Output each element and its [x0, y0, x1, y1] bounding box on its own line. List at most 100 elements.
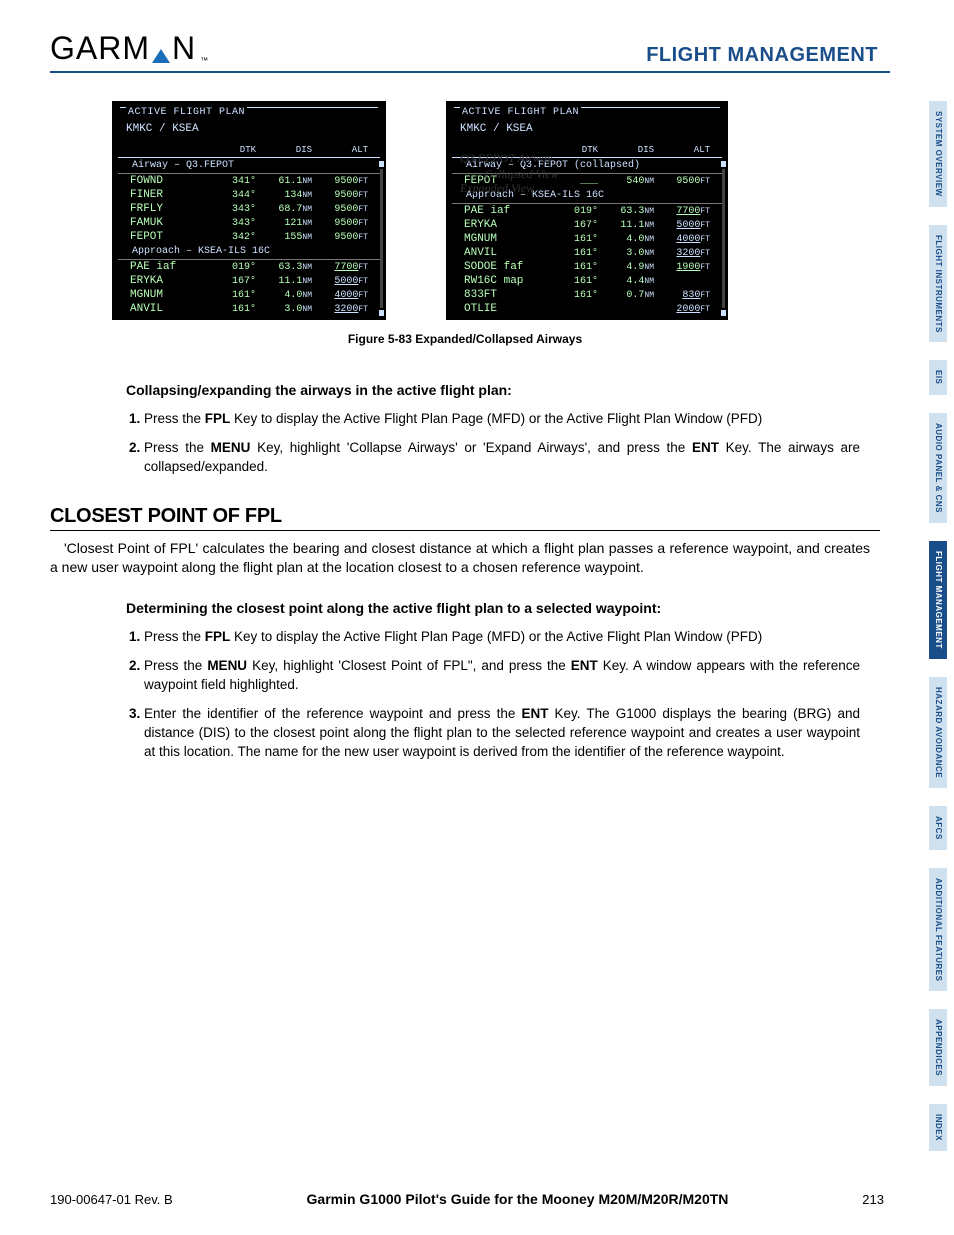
dtk-value: 342°	[212, 232, 256, 243]
footer-doc-rev: 190-00647-01 Rev. B	[50, 1192, 173, 1207]
dtk-value: 161°	[212, 304, 256, 315]
alt-value: 5000FT	[312, 276, 368, 287]
panel-col-header: DIS	[256, 145, 312, 155]
table-row: MGNUM161°4.0NM4000FT	[452, 232, 722, 246]
dis-value: 63.3NM	[256, 262, 312, 273]
side-tab[interactable]: ADDITIONAL FEATURES	[928, 867, 948, 992]
dis-value: 4.4NM	[598, 276, 654, 287]
panel-section: Approach – KSEA-ILS 16C	[118, 244, 380, 260]
dis-value: 4.9NM	[598, 262, 654, 273]
waypoint-name: ANVIL	[464, 247, 554, 259]
alt-value: 7700FT	[654, 206, 710, 217]
panel-scrollbar[interactable]	[379, 161, 384, 316]
dtk-value: 161°	[554, 276, 598, 287]
annotation-airway: Q3.FEPOT Airway	[460, 151, 552, 166]
panel-col-header: ALT	[654, 145, 710, 155]
dis-value: 3.0NM	[256, 304, 312, 315]
dis-value: 4.0NM	[256, 290, 312, 301]
dtk-value: 161°	[554, 290, 598, 301]
alt-value: 830FT	[654, 290, 710, 301]
trademark: ™	[200, 56, 209, 65]
waypoint-name: FOWND	[130, 175, 212, 187]
dtk-value: 161°	[554, 248, 598, 259]
procedure-1-heading: Collapsing/expanding the airways in the …	[126, 382, 890, 398]
alt-value: 9500FT	[312, 204, 368, 215]
table-row: FAMUK343°121NM9500FT	[118, 216, 380, 230]
alt-value: 7700FT	[312, 262, 368, 273]
dtk-value: 341°	[212, 176, 256, 187]
dis-value: 61.1NM	[256, 176, 312, 187]
alt-value: 9500FT	[312, 218, 368, 229]
panel-header-row: DTKDISALT	[118, 145, 380, 158]
side-tab[interactable]: FLIGHT INSTRUMENTS	[928, 224, 948, 344]
alt-value: 5000FT	[654, 220, 710, 231]
panel-route: KMKC / KSEA	[112, 121, 386, 145]
closest-point-para: 'Closest Point of FPL' calculates the be…	[50, 539, 870, 577]
side-tab[interactable]: INDEX	[928, 1103, 948, 1152]
list-item: Press the MENU Key, highlight 'Closest P…	[144, 657, 860, 695]
dtk-value: 343°	[212, 218, 256, 229]
dis-value: 4.0NM	[598, 234, 654, 245]
dtk-value: 019°	[554, 206, 598, 217]
right-panel: ACTIVE FLIGHT PLANKMKC / KSEADTKDISALTAi…	[446, 101, 728, 320]
page-footer: 190-00647-01 Rev. B Garmin G1000 Pilot's…	[50, 1191, 884, 1207]
dtk-value: 343°	[212, 204, 256, 215]
waypoint-name: FAMUK	[130, 217, 212, 229]
table-row: SODOE faf161°4.9NM1900FT	[452, 260, 722, 274]
alt-value: 9500FT	[312, 232, 368, 243]
waypoint-name: FINER	[130, 189, 212, 201]
side-tab[interactable]: FLIGHT MANAGEMENT	[928, 540, 948, 660]
left-panel: ACTIVE FLIGHT PLANKMKC / KSEADTKDISALTAi…	[112, 101, 386, 320]
side-tab[interactable]: SYSTEM OVERVIEW	[928, 100, 948, 208]
procedure-1-list: Press the FPL Key to display the Active …	[144, 410, 860, 477]
side-tab[interactable]: AFCS	[928, 805, 948, 851]
dis-value: 11.1NM	[598, 220, 654, 231]
panel-route: KMKC / KSEA	[446, 121, 728, 145]
figure-caption: Figure 5-83 Expanded/Collapsed Airways	[50, 332, 880, 346]
dis-value: 134NM	[256, 190, 312, 201]
panel-col-header: DIS	[598, 145, 654, 155]
list-item: Enter the identifier of the reference wa…	[144, 705, 860, 762]
dis-value: 63.3NM	[598, 206, 654, 217]
side-tab[interactable]: APPENDICES	[928, 1008, 948, 1087]
panel-scrollbar[interactable]	[721, 161, 726, 316]
alt-value: 9500FT	[312, 176, 368, 187]
table-row: FRFLY343°68.7NM9500FT	[118, 202, 380, 216]
closest-point-heading: CLOSEST POINT OF FPL	[50, 505, 880, 531]
table-row: FOWND341°61.1NM9500FT	[118, 174, 380, 188]
waypoint-name: PAE iaf	[464, 205, 554, 217]
side-tab[interactable]: EIS	[928, 359, 948, 395]
waypoint-name: MGNUM	[464, 233, 554, 245]
dtk-value: 161°	[212, 290, 256, 301]
alt-value: 1900FT	[654, 262, 710, 273]
dtk-value: 161°	[554, 262, 598, 273]
dtk-value: 167°	[212, 276, 256, 287]
dtk-value: 161°	[554, 234, 598, 245]
procedure-2-list: Press the FPL Key to display the Active …	[144, 628, 860, 761]
table-row: ERYKA167°11.1NM5000FT	[118, 274, 380, 288]
table-row: OTLIE2000FT	[452, 302, 722, 316]
waypoint-name: SODOE faf	[464, 261, 554, 273]
list-item: Press the FPL Key to display the Active …	[144, 628, 860, 647]
alt-value: 9500FT	[654, 176, 710, 187]
table-row: PAE iaf019°63.3NM7700FT	[452, 204, 722, 218]
garmin-logo: GARM N ™	[50, 30, 209, 67]
panel-section: Airway – Q3.FEPOT	[118, 158, 380, 174]
dis-value: 68.7NM	[256, 204, 312, 215]
waypoint-name: MGNUM	[130, 289, 212, 301]
waypoint-name: ERYKA	[130, 275, 212, 287]
list-item: Press the FPL Key to display the Active …	[144, 410, 860, 429]
side-tab[interactable]: AUDIO PANEL & CNS	[928, 412, 948, 524]
table-row: PAE iaf019°63.3NM7700FT	[118, 260, 380, 274]
waypoint-name: ERYKA	[464, 219, 554, 231]
side-tabs: SYSTEM OVERVIEW FLIGHT INSTRUMENTS EIS AUDI…	[928, 100, 948, 1152]
alt-value: 4000FT	[654, 234, 710, 245]
table-row: 833FT161°0.7NM830FT	[452, 288, 722, 302]
logo-text-pre: GARM	[50, 30, 150, 67]
alt-value: 3200FT	[654, 248, 710, 259]
panel-title: ACTIVE FLIGHT PLAN	[460, 107, 581, 118]
side-tab[interactable]: HAZARD AVOIDANCE	[928, 676, 948, 789]
annotation-expanded: Expanded View	[460, 181, 534, 196]
logo-text-post: N	[172, 30, 196, 67]
waypoint-name: ANVIL	[130, 303, 212, 315]
